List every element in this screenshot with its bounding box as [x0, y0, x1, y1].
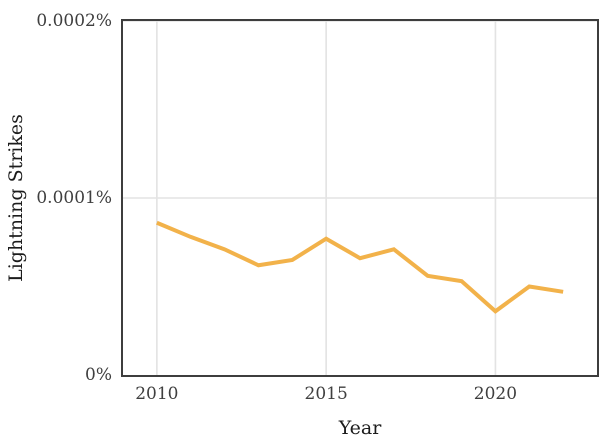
- line-plot: [123, 21, 597, 375]
- data-line-lightning-strikes: [156, 220, 564, 314]
- y-tick-label: 0.0002%: [36, 11, 112, 31]
- x-tick-label: 2020: [473, 384, 518, 404]
- x-axis-label: Year: [338, 417, 382, 439]
- x-tick-label: 2015: [304, 384, 348, 404]
- x-tick-label: 2010: [135, 384, 179, 404]
- y-tick-label: 0.0001%: [36, 188, 112, 208]
- y-tick-label: 0%: [85, 365, 112, 385]
- plot-area: [121, 19, 599, 377]
